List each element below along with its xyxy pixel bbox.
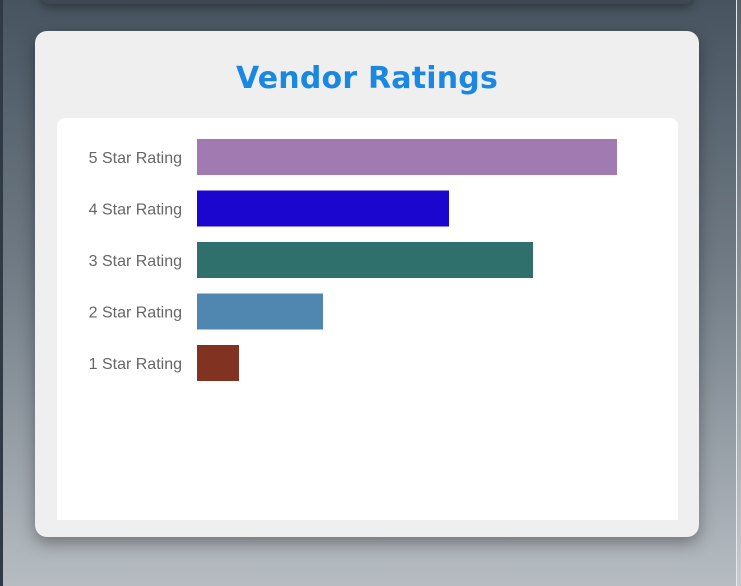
bar-3-star[interactable] (197, 242, 533, 278)
bar-1-star[interactable] (197, 345, 239, 381)
bar-chart: 5 Star Rating 4 Star Rating 3 Star Rating 2… (89, 139, 617, 381)
vendor-ratings-card: Vendor Ratings 5 Star Rating 4 Star Ratin… (35, 31, 699, 537)
bar-5-star[interactable] (197, 139, 617, 175)
background-edge-left (0, 0, 3, 586)
category-label-3-star: 3 Star Rating (89, 253, 182, 270)
chart-panel: 5 Star Rating 4 Star Rating 3 Star Rating 2… (57, 118, 678, 520)
scrollbar-edge (736, 0, 741, 586)
chart-title: Vendor Ratings (235, 61, 499, 96)
category-label-2-star: 2 Star Rating (89, 305, 182, 322)
category-label-5-star: 5 Star Rating (89, 150, 182, 167)
bar-2-star[interactable] (197, 293, 323, 330)
bar-4-star[interactable] (197, 190, 449, 227)
previous-card (40, 0, 694, 4)
category-label-4-star: 4 Star Rating (89, 202, 182, 219)
category-label-1-star: 1 Star Rating (89, 356, 182, 373)
